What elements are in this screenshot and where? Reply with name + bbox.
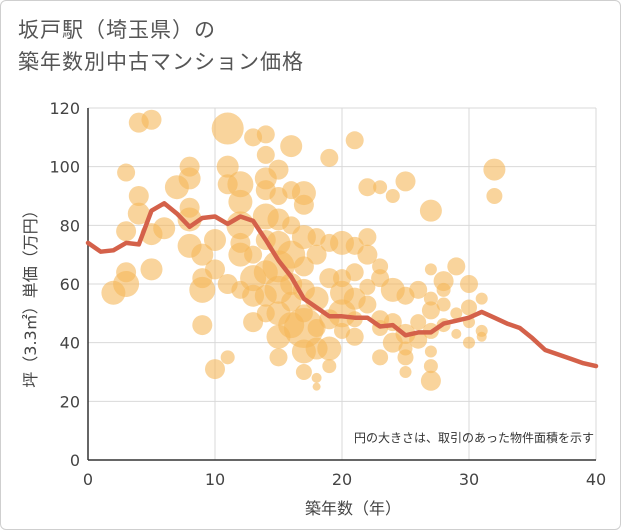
bubble-point	[359, 278, 376, 295]
bubble-point	[320, 148, 339, 167]
bubble-point	[476, 331, 487, 342]
bubble-point	[216, 155, 239, 178]
bubble-point	[191, 243, 214, 266]
bubble-point	[141, 109, 162, 130]
y-tick-label: 40	[60, 334, 80, 353]
bubble-point	[178, 167, 201, 190]
bubble-point	[140, 258, 163, 281]
bubble-point	[192, 315, 213, 336]
chart-title-line2: 築年数別中古マンション価格	[18, 50, 304, 74]
bubble-point	[451, 328, 462, 339]
chart-title-line1: 坂戸駅（埼玉県）の	[18, 18, 216, 42]
y-tick-label: 120	[49, 99, 80, 118]
bubble-point	[345, 263, 364, 282]
bubble-point	[475, 292, 488, 305]
bubble-point	[447, 257, 466, 276]
bubble-series	[101, 109, 506, 391]
bubble-point	[228, 189, 253, 214]
bubble-point	[436, 297, 451, 312]
x-tick-label: 10	[205, 470, 225, 489]
bubble-point	[463, 336, 475, 349]
bubble-point	[127, 202, 150, 225]
bubble-point	[424, 263, 437, 276]
bubble-point	[410, 314, 427, 331]
bubble-point	[460, 275, 478, 293]
bubble-point	[153, 217, 176, 240]
bubble-point	[117, 163, 136, 182]
x-tick-label: 30	[459, 470, 479, 489]
bubble-point	[357, 244, 378, 265]
bubble-point	[220, 350, 235, 365]
bubble-point	[177, 207, 202, 232]
bubble-point	[189, 276, 216, 303]
bubble-point	[322, 359, 337, 374]
bubble-point	[311, 372, 322, 383]
y-tick-label: 100	[49, 158, 80, 177]
bubble-point	[306, 244, 327, 265]
bubble-point	[395, 171, 416, 192]
bubble-point	[116, 262, 137, 283]
bubble-point	[420, 370, 441, 391]
bubble-point	[345, 131, 364, 150]
y-tick-label: 80	[60, 216, 80, 235]
bubble-point	[419, 199, 442, 222]
bubble-point	[256, 145, 275, 164]
y-tick-label: 60	[60, 275, 80, 294]
bubble-point	[358, 228, 377, 247]
bubble-point	[385, 189, 400, 203]
bubble-point	[436, 282, 451, 297]
bubble-point	[409, 280, 428, 299]
bubble-point	[227, 171, 254, 198]
y-tick-label: 20	[60, 392, 80, 411]
bubble-point	[399, 366, 412, 378]
bubble-point	[244, 245, 263, 264]
bubble-point	[424, 345, 437, 358]
y-axis-label: 坪（3.3㎡）単価（万円）	[21, 202, 40, 387]
bubble-point	[128, 186, 149, 206]
bubble-point	[372, 349, 389, 366]
bubble-point	[450, 307, 463, 320]
bubble-point	[486, 188, 503, 204]
size-note: 円の大きさは、取引のあった物件面積を示す	[354, 430, 594, 445]
bubble-point	[373, 180, 388, 195]
y-tick-label: 0	[70, 451, 80, 470]
chart-title: 坂戸駅（埼玉県）の 築年数別中古マンション価格	[18, 14, 304, 78]
bubble-point	[116, 221, 137, 242]
bubble-point	[280, 135, 303, 158]
bubble-point	[269, 348, 288, 367]
bubble-point	[423, 359, 438, 374]
bubble-point	[312, 382, 321, 391]
bubble-point	[205, 259, 225, 280]
trend-line	[85, 201, 599, 369]
x-axis-label: 築年数（年）	[305, 499, 401, 518]
bubble-point	[358, 295, 377, 314]
bubble-point	[204, 229, 226, 251]
bubble-point	[211, 112, 244, 145]
bubble-point	[295, 364, 312, 380]
bubble-point	[205, 359, 225, 380]
axes	[87, 108, 596, 461]
tick-labels: 0 20 40 60 80 100 120 0 10 20 30 40	[49, 99, 606, 489]
bubble-point	[256, 125, 275, 144]
bubble-point	[345, 327, 364, 346]
bubble-point	[293, 256, 314, 277]
x-tick-label: 20	[332, 470, 352, 489]
bubble-point	[483, 158, 506, 181]
x-tick-label: 0	[83, 470, 93, 489]
bubble-point	[268, 159, 289, 180]
bubble-point	[319, 268, 340, 289]
bubble-point	[421, 301, 440, 320]
x-tick-label: 40	[586, 470, 606, 489]
bubble-point	[358, 178, 377, 197]
bubble-point	[293, 194, 314, 215]
bubble-point	[317, 336, 342, 361]
bubble-point	[397, 349, 414, 366]
bubble-point	[461, 299, 477, 316]
